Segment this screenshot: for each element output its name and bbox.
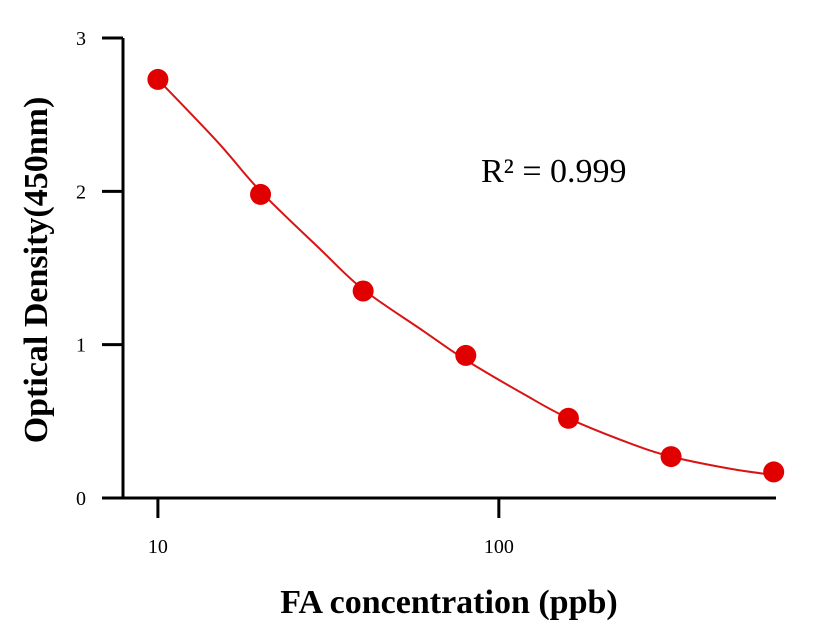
y-tick-label: 1 [76, 335, 86, 357]
y-tick-label: 0 [76, 488, 86, 510]
r-squared-annotation: R² = 0.999 [481, 153, 627, 190]
y-tick-label: 3 [76, 28, 86, 50]
x-tick-label: 10 [148, 536, 168, 558]
data-point [557, 407, 579, 429]
x-tick-label: 100 [484, 536, 514, 558]
data-point [352, 280, 374, 302]
data-point [455, 344, 477, 366]
y-axis-title: Optical Density(450nm) [18, 97, 55, 444]
data-point [763, 461, 785, 483]
axes [121, 38, 776, 500]
data-points [147, 68, 785, 483]
x-axis-title: FA concentration (ppb) [280, 584, 617, 621]
data-point [147, 68, 169, 90]
data-point [660, 446, 682, 468]
data-point [250, 183, 272, 205]
y-tick-label: 2 [76, 181, 86, 203]
x-axis-ticks: 10 100 [148, 498, 514, 558]
fit-curve [157, 78, 774, 476]
y-axis-ticks: 0 1 2 3 [76, 28, 123, 510]
